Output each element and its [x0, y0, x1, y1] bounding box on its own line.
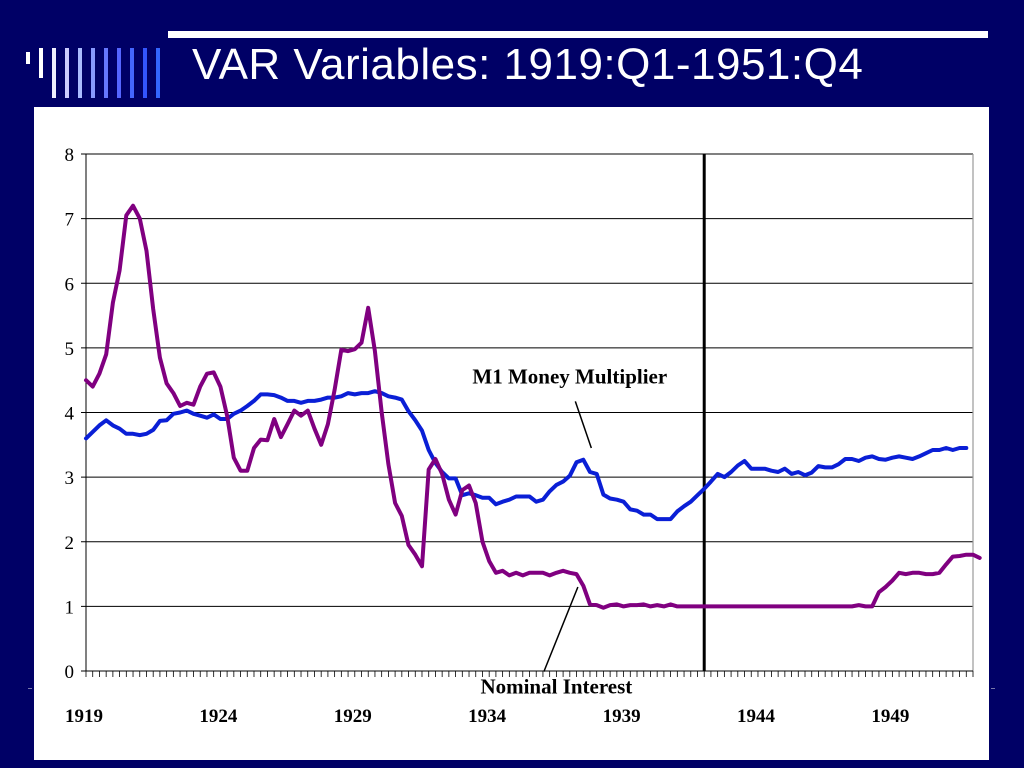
slide-title: VAR Variables: 1919:Q1-1951:Q4 [192, 40, 864, 89]
annotation-label: M1 Money Multiplier [472, 364, 667, 388]
x-tick-label: 1929 [334, 706, 372, 727]
y-tick-label: 1 [65, 597, 75, 618]
decorative-bar [143, 48, 147, 98]
line-chart: 0 1 2 3 4 5 6 7 8 1919 1924 1929 1934 1939 1944 1949 M1 … [65, 145, 982, 727]
x-tick-label: 1939 [603, 706, 641, 727]
decorative-bar [65, 48, 69, 98]
title-rule [168, 31, 988, 38]
x-tick-label: 1944 [737, 706, 776, 727]
decorative-bar [78, 48, 82, 98]
y-tick-label: 4 [65, 404, 75, 425]
slide-edge-mark-left [28, 688, 32, 689]
decorative-bar [91, 48, 95, 98]
y-tick-label: 5 [65, 339, 75, 360]
decorative-bar [104, 48, 108, 98]
decorative-bar [156, 48, 160, 98]
y-tick-label: 0 [65, 662, 75, 683]
y-tick-label: 2 [65, 533, 75, 554]
annotation-leader [574, 401, 593, 449]
y-tick-label: 3 [65, 468, 75, 489]
decorative-bar [39, 48, 43, 78]
slide-edge-mark-right [991, 688, 995, 689]
x-tick-label: 1934 [468, 706, 507, 727]
series-line-m1 [84, 389, 969, 522]
decorative-bar [130, 48, 134, 98]
chart-panel: 0 1 2 3 4 5 6 7 8 1919 1924 1929 1934 1939 1944 1949 M1 … [34, 107, 989, 760]
x-tick-label: 1949 [871, 706, 909, 727]
x-tick-label: 1919 [65, 706, 103, 727]
series-line-interest [84, 203, 982, 610]
decorative-bar [26, 52, 30, 64]
annotation-label: Nominal Interest [480, 675, 632, 699]
y-tick-label: 7 [65, 210, 75, 231]
annotation-leader [543, 586, 579, 672]
decorative-bars-icon [26, 48, 160, 98]
decorative-bar [52, 48, 56, 98]
y-tick-label: 6 [65, 274, 75, 295]
y-tick-label: 8 [65, 145, 75, 166]
x-tick-label: 1924 [199, 706, 238, 727]
decorative-bar [117, 48, 121, 98]
